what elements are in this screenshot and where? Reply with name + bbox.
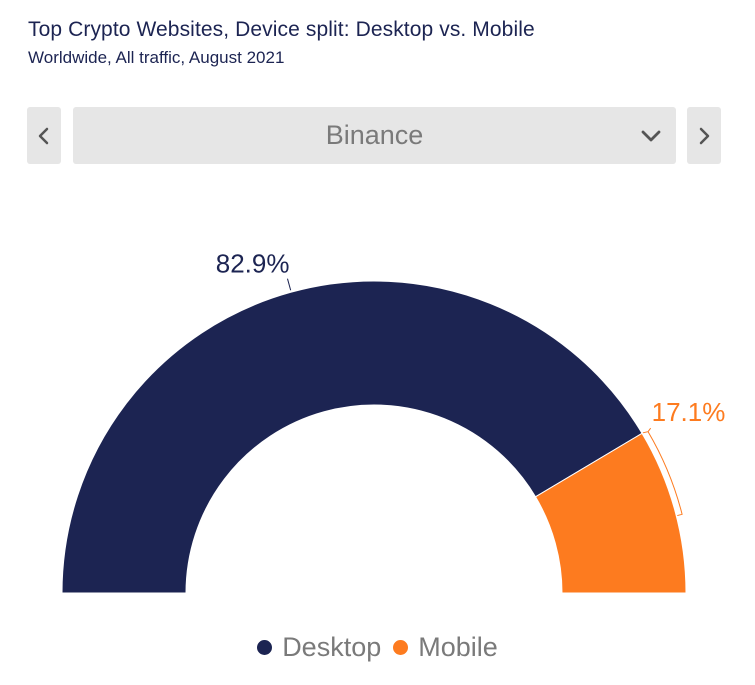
chart-legend: Desktop Mobile	[0, 632, 755, 663]
leader-line-desktop	[287, 278, 292, 291]
chart-title: Top Crypto Websites, Device split: Deskt…	[28, 18, 535, 41]
slice-desktop[interactable]	[61, 280, 643, 594]
site-selector-value: Binance	[325, 120, 424, 150]
site-selector-dropdown[interactable]: Binance	[73, 107, 676, 164]
slice-mobile[interactable]	[534, 432, 687, 594]
legend-item-mobile[interactable]: Mobile	[393, 632, 498, 663]
legend-dot-desktop	[257, 640, 273, 655]
chart-subtitle: Worldwide, All traffic, August 2021	[28, 48, 285, 67]
data-label-desktop: 82.9%	[216, 249, 290, 279]
chevron-left-icon	[38, 127, 49, 144]
chevron-down-icon	[641, 130, 661, 142]
chevron-right-icon	[699, 127, 710, 144]
legend-label-desktop: Desktop	[282, 632, 382, 662]
legend-dot-mobile	[393, 640, 409, 655]
data-label-mobile: 17.1%	[652, 397, 726, 427]
legend-label-mobile: Mobile	[418, 632, 498, 662]
legend-item-desktop[interactable]: Desktop	[257, 632, 381, 663]
next-button[interactable]	[687, 107, 721, 164]
previous-button[interactable]	[27, 107, 61, 164]
leader-line-mobile	[642, 427, 683, 517]
